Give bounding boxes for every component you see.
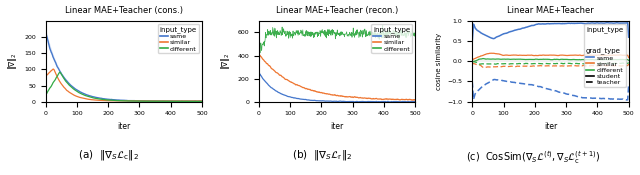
X-axis label: iter: iter	[330, 122, 344, 131]
Title: Linear MAE+Teacher (recon.): Linear MAE+Teacher (recon.)	[276, 6, 398, 15]
Legend: same, similar, different: same, similar, different	[371, 24, 412, 53]
X-axis label: iter: iter	[117, 122, 131, 131]
X-axis label: iter: iter	[544, 122, 557, 131]
Legend: same, similar, different: same, similar, different	[158, 24, 199, 53]
Y-axis label: cosine similarity: cosine similarity	[436, 33, 442, 90]
Text: (a)  $\|\nabla_S \mathcal{L}_{\mathrm{c}}\|_2$: (a) $\|\nabla_S \mathcal{L}_{\mathrm{c}}…	[78, 148, 140, 162]
Title: Linear MAE+Teacher: Linear MAE+Teacher	[507, 6, 594, 15]
Legend: same, similar, different, student, teacher: same, similar, different, student, teach…	[584, 24, 625, 87]
Y-axis label: $\|\nabla\|_2$: $\|\nabla\|_2$	[6, 52, 19, 70]
Text: (c)  $\mathrm{CosSim}(\nabla_S \mathcal{L}^{(t)}, \nabla_S \mathcal{L}_{\mathrm{: (c) $\mathrm{CosSim}(\nabla_S \mathcal{L…	[466, 149, 600, 166]
Title: Linear MAE+Teacher (cons.): Linear MAE+Teacher (cons.)	[65, 6, 183, 15]
Y-axis label: $\|\nabla\|_2$: $\|\nabla\|_2$	[219, 52, 232, 70]
Text: (b)  $\|\nabla_S \mathcal{L}_{\mathrm{r}}\|_2$: (b) $\|\nabla_S \mathcal{L}_{\mathrm{r}}…	[292, 148, 352, 162]
